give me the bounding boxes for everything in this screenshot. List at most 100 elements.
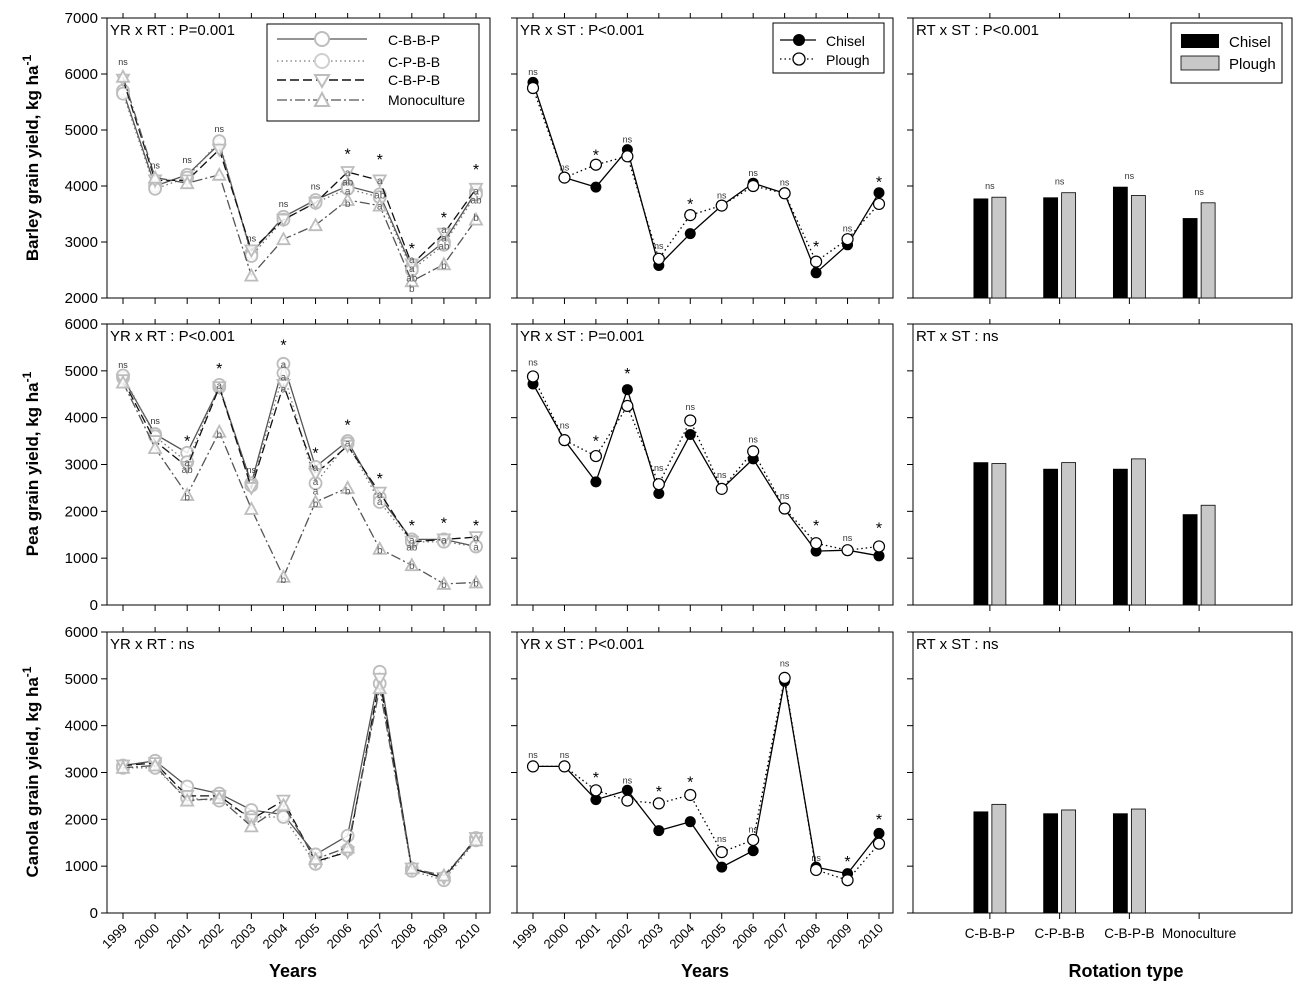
data-point (115, 68, 131, 83)
x-tick-label: 2004 (260, 921, 291, 952)
significance-ns: ns (717, 470, 727, 480)
legend-label-chisel: Chisel (826, 33, 865, 49)
data-point (589, 449, 603, 463)
significance-ns: ns (843, 533, 853, 543)
data-point (872, 837, 886, 850)
legend-marker-cbpb (313, 74, 331, 89)
data-point (590, 476, 602, 488)
mean-separation-letter: a (441, 234, 447, 245)
significance-ns: ns (654, 241, 664, 251)
plots-layer: 2000 3000 4000 5000 6000 7000 YR x RT : P=0.00… (65, 10, 1293, 952)
data-point (211, 381, 227, 396)
ylabel-barley: Barley grain yield, kg ha-1 (20, 55, 42, 262)
significance-ns: ns (560, 162, 570, 172)
series-line (533, 677, 880, 881)
interaction-annotation: RT x ST : ns (916, 328, 999, 345)
x-tick-label: Monoculture (1162, 926, 1236, 941)
data-point (372, 672, 388, 687)
mean-separation-letter: b (409, 561, 415, 572)
bar-plough (1061, 462, 1077, 606)
significance-ns: ns (150, 416, 160, 426)
data-point (841, 544, 854, 557)
data-point (243, 267, 259, 282)
bar-plough (991, 463, 1007, 606)
data-point (243, 818, 259, 833)
data-point (436, 227, 452, 242)
bar-chisel (1182, 514, 1198, 606)
bar-significance-label: ns (1125, 171, 1135, 181)
data-point (436, 533, 452, 548)
interaction-annotation: RT x ST : P<0.001 (916, 22, 1039, 39)
data-point (715, 846, 728, 859)
legend-tillage-bars: Chisel Plough (1170, 22, 1283, 84)
data-point (404, 273, 420, 288)
mean-separation-letter: a (441, 535, 447, 546)
data-point (558, 760, 571, 773)
data-point (243, 244, 259, 259)
data-point (558, 171, 571, 184)
bar-chisel (1043, 813, 1059, 914)
data-point (340, 839, 356, 854)
data-point (308, 196, 324, 211)
mean-separation-letter: a (377, 202, 383, 213)
bar-plough (1200, 202, 1216, 299)
significance-ns: ns (311, 181, 321, 191)
x-tick-label: 1999 (509, 921, 540, 952)
data-point (873, 827, 885, 839)
panel-canola-rt-st: RT x ST : ns C-B-B-P C-P-B-B C-B-P-B Monocul… (907, 627, 1293, 941)
significance-star: * (345, 146, 351, 163)
x-tick-label: 2006 (729, 921, 760, 952)
data-point (404, 535, 420, 550)
bar-plough (1130, 195, 1146, 299)
data-point (652, 252, 665, 265)
y-tick-label: 0 (90, 905, 98, 922)
y-tick-label: 2000 (65, 290, 98, 307)
mean-separation-letter: ab (342, 178, 354, 189)
mean-separation-letter: a (409, 264, 415, 275)
x-tick-label: C-B-B-P (965, 926, 1015, 941)
mean-separation-letter: a (409, 255, 415, 266)
legend-label-cbpb: C-B-P-B (388, 72, 440, 88)
mean-separation-letter: a (473, 186, 479, 197)
data-point (468, 574, 484, 589)
significance-star: * (593, 770, 599, 787)
significance-ns: ns (717, 834, 727, 844)
plot-frame (516, 17, 894, 299)
legend-label-cpbb: C-P-B-B (388, 54, 440, 70)
mean-separation-letter: ab (374, 190, 386, 201)
data-point (179, 175, 195, 190)
panel-barley-yr-st: YR x ST : P<0.001 ns ns * ns ns * ns ns ns * ns * (511, 13, 894, 304)
panel-pea-yr-rt: 0 1000 2000 3000 4000 5000 6000 YR x RT : P<0.0… (65, 316, 491, 614)
data-point (340, 192, 356, 206)
svg-text:Pea grain yield, kg ha-1: Pea grain yield, kg ha-1 (20, 371, 42, 556)
data-point (404, 258, 420, 273)
significance-star: * (312, 445, 318, 462)
data-point (809, 863, 823, 877)
ylabel-canola-text: Canola grain yield, kg ha (23, 677, 42, 878)
series-line (122, 361, 477, 548)
data-point (340, 480, 356, 494)
series-c-b-p-b (115, 374, 484, 550)
data-point (747, 845, 759, 857)
data-point (590, 181, 602, 193)
y-tick-label: 5000 (65, 363, 98, 380)
series-c-b-b-p (116, 356, 483, 554)
data-point (468, 182, 484, 197)
ylabel-pea-sup: -1 (20, 371, 34, 382)
x-tick-label: 2000 (131, 921, 162, 952)
significance-star: * (409, 241, 415, 258)
significance-star: * (656, 784, 662, 801)
data-point (211, 143, 227, 158)
data-point (558, 434, 571, 447)
significance-ns: ns (717, 190, 727, 200)
significance-star: * (441, 210, 447, 227)
data-point (747, 179, 760, 193)
svg-text:Canola grain yield, kg ha-1: Canola grain yield, kg ha-1 (20, 666, 42, 877)
y-tick-label: 4000 (65, 410, 98, 427)
bar-chisel (1182, 218, 1198, 299)
series-line (122, 76, 477, 283)
data-point (436, 576, 452, 590)
data-point (526, 760, 540, 773)
significance-star: * (377, 471, 383, 488)
